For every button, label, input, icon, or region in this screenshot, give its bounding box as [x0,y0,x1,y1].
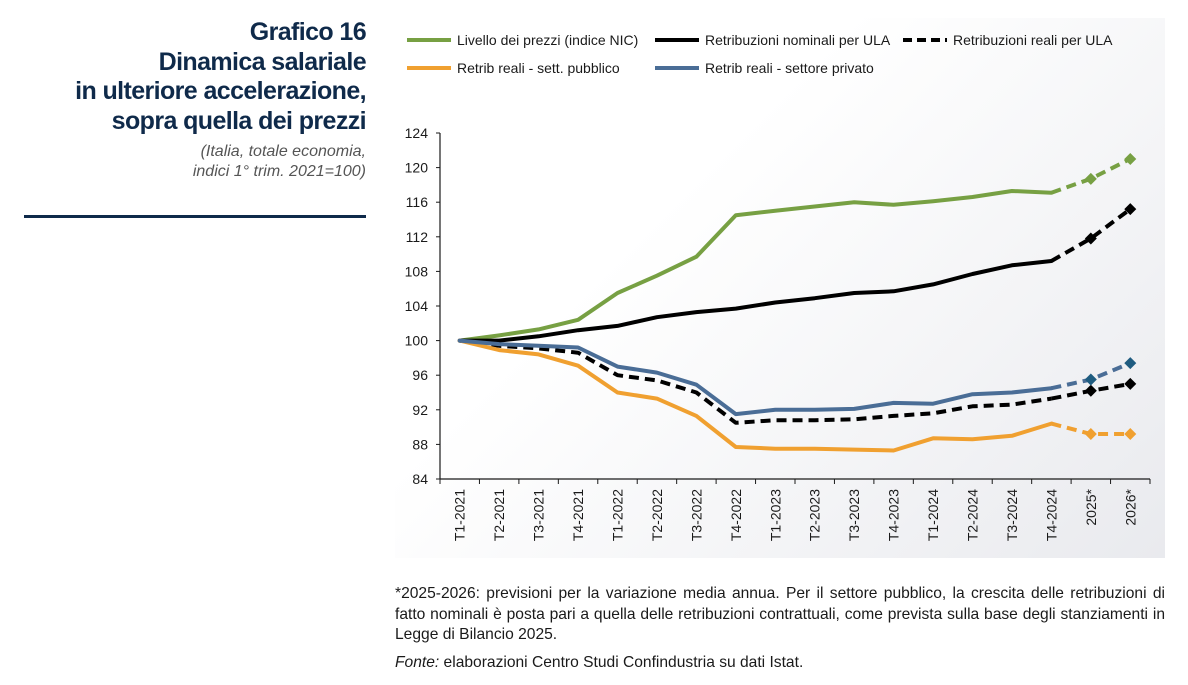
x-tick-label: T1-2024 [925,489,941,541]
line-chart: 84 88 92 96 100 104 108 112 116 120 124 T1-2021 T2-2… [405,125,1151,541]
y-tick-label: 108 [405,263,429,279]
chart-legend: Livello dei prezzi (indice NIC) Retribuzi… [395,18,1165,88]
y-tick-label: 88 [412,436,428,452]
legend-swatch [903,38,947,42]
x-tick-label: T2-2024 [965,489,981,541]
chart-source: Fonte: elaborazioni Centro Studi Confind… [395,654,803,672]
y-tick-label: 112 [406,229,429,245]
forecast-marker [1124,428,1137,441]
forecast-marker [1084,384,1097,397]
legend-swatch [407,38,451,42]
legend-item: Retrib reali - sett. pubblico [405,60,620,76]
legend-swatch [655,38,699,42]
y-tick-label: 100 [405,333,429,349]
forecast-marker [1124,152,1137,165]
x-tick-label: T3-2023 [846,489,862,541]
forecast-marker [1084,428,1097,441]
chart-footnote: *2025-2026: previsioni per la variazione… [395,585,1165,643]
chart-panel: Livello dei prezzi (indice NIC) Retribuzi… [395,18,1165,558]
x-tick-label: T3-2021 [531,489,547,541]
source-label: Fonte: [395,654,440,671]
subtitle-line: (Italia, totale economia, [200,143,366,160]
forecast-marker [1124,377,1137,390]
x-tick-label: T2-2023 [807,489,823,541]
x-tick-label: T4-2022 [728,489,744,541]
x-tick-label: T2-2022 [649,489,665,541]
forecast-marker [1124,203,1137,216]
legend-label: Livello dei prezzi (indice NIC) [457,32,639,48]
y-tick-label: 96 [412,367,428,383]
series-line [457,189,1054,343]
legend-item: Livello dei prezzi (indice NIC) [405,32,638,48]
x-tick-label: T4-2024 [1043,489,1059,541]
legend-label: Retrib reali - sett. pubblico [457,60,620,76]
x-tick-label: T3-2022 [688,489,704,541]
legend-swatch [407,66,451,70]
legend-label: Retribuzioni nominali per ULA [705,32,891,48]
forecast-marker [1124,357,1137,370]
x-tick-label: T1-2021 [452,489,468,541]
title-line: Dinamica salariale [158,47,367,76]
forecast-marker [1084,172,1097,185]
y-tick-label: 116 [406,194,429,210]
x-tick-label: T1-2022 [610,489,626,541]
title-line: in ulteriore accelerazione, [75,77,366,105]
title-line: Grafico 16 [249,18,367,46]
chart-title: Grafico 16 Dinamica salariale in ulterio… [24,18,366,136]
legend-item: Retribuzioni nominali per ULA [653,32,890,48]
legend-label: Retribuzioni reali per ULA [953,32,1113,48]
legend-swatch [655,66,699,70]
chart-subtitle: (Italia, totale economia, indici 1° trim… [24,142,366,182]
subtitle-line: indici 1° trim. 2021=100) [192,163,366,180]
x-tick-label: T3-2024 [1004,489,1020,541]
legend-item: Retribuzioni reali per ULA [901,32,1113,48]
y-tick-label: 124 [405,125,429,141]
source-text: elaborazioni Centro Studi Confindustria … [439,654,804,671]
y-tick-label: 84 [412,471,428,487]
y-tick-label: 104 [405,298,429,314]
series-line [459,338,1052,425]
legend-item: Retrib reali - settore privato [653,60,874,76]
y-tick-label: 120 [405,160,429,176]
forecast-marker [1084,232,1097,245]
series-line [457,259,1054,343]
y-tick-label: 92 [412,402,428,418]
heading-divider [24,215,366,218]
series-line [457,338,1054,453]
forecast-marker [1084,373,1097,386]
x-tick-label: 2026* [1122,488,1138,525]
x-tick-label: T4-2021 [570,489,586,541]
x-tick-label: T1-2023 [767,489,783,541]
legend-label: Retrib reali - settore privato [705,60,874,76]
x-tick-label: T2-2021 [491,489,507,541]
x-tick-label: T4-2023 [886,489,902,541]
title-line: sopra quella dei prezzi [111,106,367,135]
chart-heading: Grafico 16 Dinamica salariale in ulterio… [24,18,366,182]
series-line [457,338,1054,417]
x-tick-label: 2025* [1083,488,1099,525]
